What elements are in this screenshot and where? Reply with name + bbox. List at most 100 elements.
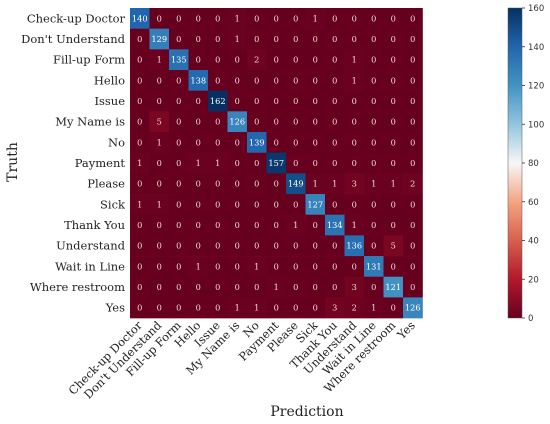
heatmap-cell [227,173,248,195]
cell-value-label: 0 [235,241,240,251]
heatmap-cell [383,132,404,153]
cell-value-label: 2 [352,303,357,313]
heatmap-cell [188,28,209,50]
cell-value-label: 0 [410,261,415,271]
cell-value-label: 0 [254,179,259,189]
cell-value-label: 0 [352,34,357,44]
cell-value-label: 0 [293,13,298,23]
heatmap-cell [208,297,228,319]
cell-value-label: 0 [410,220,415,230]
heatmap-cell [227,152,248,174]
cell-value-label: 1 [332,179,337,189]
cell-value-label: 0 [215,13,220,23]
heatmap-cell [344,256,365,278]
cell-value-label: 0 [215,303,220,313]
cell-value-label: 1 [157,199,162,209]
cell-value-label: 0 [137,261,142,271]
cell-value-label: 0 [371,199,376,209]
heatmap-cell [227,235,248,257]
heatmap-cell [247,235,267,257]
heatmap-cell [325,70,345,91]
heatmap-cell [305,256,326,278]
cell-value-label: 0 [254,13,259,23]
heatmap-cell [344,111,365,133]
cell-value-label: 0 [274,75,279,85]
heatmap-cell [364,152,384,174]
cell-value-label: 0 [176,34,181,44]
heatmap-cell [169,173,189,195]
cell-value-label: 0 [332,55,337,65]
heatmap-cell [403,90,423,112]
cell-value-label: 0 [410,199,415,209]
cell-value-label: 0 [332,199,337,209]
heatmap-cell [383,28,404,50]
cell-value-label: 0 [332,13,337,23]
cell-value-label: 0 [235,199,240,209]
cell-value-label: 0 [293,241,298,251]
heatmap-cell [364,8,384,29]
cell-value-label: 0 [293,34,298,44]
heatmap-cell [286,8,306,29]
heatmap-cell [305,214,326,236]
heatmap-cell [305,8,326,29]
heatmap-cell [403,28,423,50]
heatmap-cell [130,111,150,133]
cell-value-label: 0 [196,137,201,147]
heatmap-cell [325,256,345,278]
y-tick-label: Thank You [64,218,125,232]
heatmap-cell [266,194,287,215]
heatmap-cell [208,132,228,153]
y-tick-label: Wait in Line [55,259,125,273]
cell-value-label: 139 [249,137,265,147]
cell-value-label: 0 [391,199,396,209]
heatmap-cell [266,256,287,278]
cell-value-label: 0 [215,199,220,209]
heatmap-cell [247,8,267,29]
heatmap-cell [188,276,209,298]
heatmap-cell [266,49,287,71]
cell-value-label: 0 [391,34,396,44]
cell-value-label: 0 [235,220,240,230]
heatmap-cell [364,49,384,71]
y-axis-title: Truth [5,142,21,182]
heatmap-cell [305,235,326,257]
heatmap-cell [208,8,228,29]
heatmap-cell [344,194,365,215]
cell-value-label: 0 [274,55,279,65]
heatmap-cell [383,70,404,91]
heatmap-cell [227,90,248,112]
cell-value-label: 138 [190,75,206,85]
cell-value-label: 0 [196,282,201,292]
cell-value-label: 0 [196,13,201,23]
cell-value-label: 3 [352,282,357,292]
heatmap-cell [266,90,287,112]
cell-value-label: 0 [254,282,259,292]
heatmap-cell [305,28,326,50]
heatmap-cell [130,194,150,215]
heatmap-cell [149,235,170,257]
cell-value-label: 0 [254,241,259,251]
cell-value-label: 121 [385,282,401,292]
heatmap-cell [227,256,248,278]
cell-value-label: 0 [293,199,298,209]
cell-value-label: 0 [410,55,415,65]
cell-value-label: 0 [235,75,240,85]
heatmap-cell [383,152,404,174]
cell-value-label: 0 [371,117,376,127]
cell-value-label: 0 [352,117,357,127]
heatmap-cell [286,235,306,257]
heatmap-cell [266,297,287,319]
cell-value-label: 0 [293,96,298,106]
heatmap-cell [325,90,345,112]
heatmap-cell [266,152,287,174]
cell-value-label: 3 [332,303,337,313]
cell-value-label: 0 [157,261,162,271]
heatmap-cell [325,8,345,29]
y-tick-labels: Check-up Doctor Don't Understand Fill-up F… [21,11,126,314]
cell-value-label: 0 [293,261,298,271]
cell-value-label: 127 [307,199,323,209]
heatmap-cell [149,256,170,278]
cell-value-label: 0 [254,75,259,85]
heatmap-cell [188,173,209,195]
heatmap-cell [247,70,267,91]
